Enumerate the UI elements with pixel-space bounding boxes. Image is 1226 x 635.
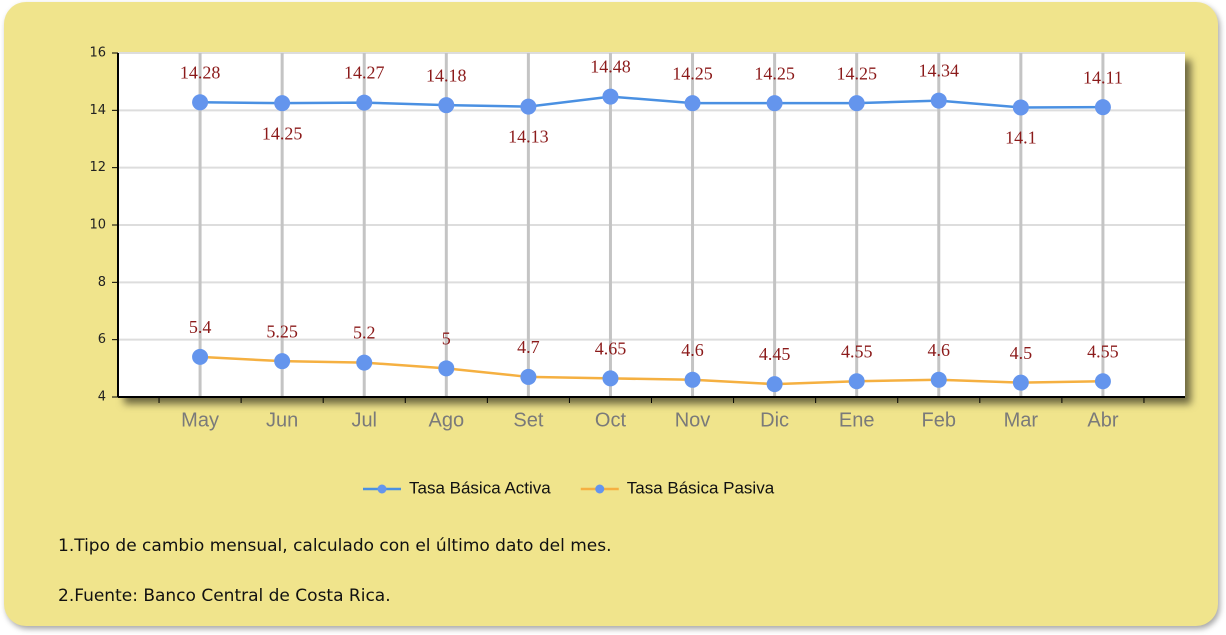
point (930, 371, 947, 388)
legend-marker (377, 484, 387, 494)
data-label: 4.55 (1087, 341, 1119, 361)
x-tick-label: Dic (760, 409, 789, 431)
point (684, 371, 701, 388)
y-tick-label: 6 (98, 332, 106, 347)
point (684, 95, 701, 112)
point (192, 94, 209, 111)
point (356, 354, 373, 371)
data-label: 14.18 (426, 65, 467, 85)
series-line (200, 355, 1103, 386)
data-label: 14.25 (836, 63, 877, 83)
data-label: 14.13 (508, 127, 549, 147)
x-tick-label: Set (513, 409, 543, 431)
y-tick-label: 12 (89, 160, 106, 175)
point (848, 95, 865, 112)
data-label: 5 (442, 328, 451, 348)
y-tick-label: 4 (98, 390, 106, 405)
data-label: 14.28 (180, 62, 221, 82)
data-label: 14.25 (754, 63, 795, 83)
point (766, 376, 783, 393)
note: 1.Tipo de cambio mensual, calculado con … (58, 536, 612, 556)
note: 2.Fuente: Banco Central de Costa Rica. (58, 586, 391, 606)
x-tick-label: Jul (351, 409, 377, 431)
data-label: 4.7 (517, 337, 540, 357)
point (766, 95, 783, 112)
point (520, 368, 537, 385)
x-tick-label: Jun (266, 409, 298, 431)
x-tick-label: Mar (1004, 409, 1039, 431)
point (1012, 374, 1029, 391)
data-label: 14.25 (262, 123, 303, 143)
point (520, 98, 537, 115)
legend-label: Tasa Básica Activa (409, 478, 551, 497)
data-label: 4.5 (1010, 343, 1033, 363)
legend-marker (595, 484, 605, 494)
point (602, 88, 619, 105)
data-label: 5.2 (353, 323, 376, 343)
x-tick-label: Ago (429, 409, 465, 431)
legend-label: Tasa Básica Pasiva (627, 478, 775, 497)
x-tick-label: Feb (922, 409, 956, 431)
point (192, 348, 209, 365)
data-label: 5.4 (189, 317, 212, 337)
point (274, 353, 291, 370)
y-tick-label: 14 (89, 103, 106, 118)
point (438, 360, 455, 377)
data-label: 4.6 (928, 340, 951, 360)
series-line (200, 95, 1103, 109)
point (1094, 99, 1111, 116)
point (602, 370, 619, 387)
data-label: 14.27 (344, 63, 385, 83)
x-tick-label: Nov (675, 409, 711, 431)
data-label: 14.11 (1083, 67, 1123, 87)
y-tick-label: 10 (89, 218, 106, 233)
data-label: 14.1 (1005, 128, 1037, 148)
x-tick-label: Abr (1087, 409, 1118, 431)
data-label: 4.65 (595, 338, 627, 358)
point (1094, 373, 1111, 390)
data-label: 14.34 (919, 61, 960, 81)
x-tick-label: Ene (839, 409, 875, 431)
x-tick-label: Oct (595, 409, 627, 431)
point (274, 95, 291, 112)
x-tick-label: May (181, 409, 219, 431)
point (438, 97, 455, 114)
data-label: 4.55 (841, 341, 873, 361)
data-label: 4.45 (759, 344, 791, 364)
y-tick-label: 8 (98, 275, 106, 290)
data-label: 14.48 (590, 57, 631, 77)
data-label: 14.25 (672, 63, 713, 83)
data-label: 5.25 (266, 321, 298, 341)
point (1012, 99, 1029, 116)
point (848, 373, 865, 390)
y-tick-label: 16 (89, 46, 106, 61)
point (356, 94, 373, 111)
data-label: 4.6 (681, 340, 704, 360)
point (930, 92, 947, 109)
